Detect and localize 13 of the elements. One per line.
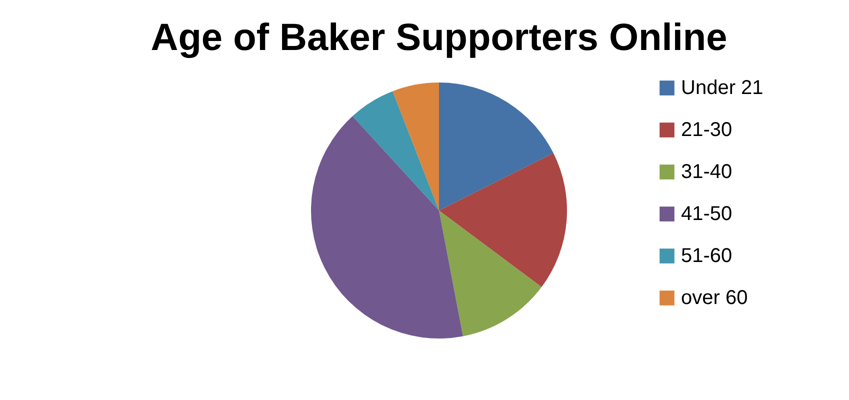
legend-label: 31-40 (681, 161, 732, 183)
legend-label: 41-50 (681, 203, 732, 225)
pie-slice (439, 210, 542, 336)
legend-label: Under 21 (681, 77, 764, 99)
chart-title: Age of Baker Supporters Online (150, 17, 728, 59)
pie-slice (352, 91, 439, 210)
pie-slice (392, 82, 439, 210)
pie-slice (311, 116, 463, 338)
legend-label: over 60 (681, 287, 748, 309)
legend-label: 21-30 (681, 119, 732, 141)
pie-slice (439, 153, 567, 288)
pie-slice (439, 82, 554, 210)
legend-label: 51-60 (681, 245, 732, 267)
